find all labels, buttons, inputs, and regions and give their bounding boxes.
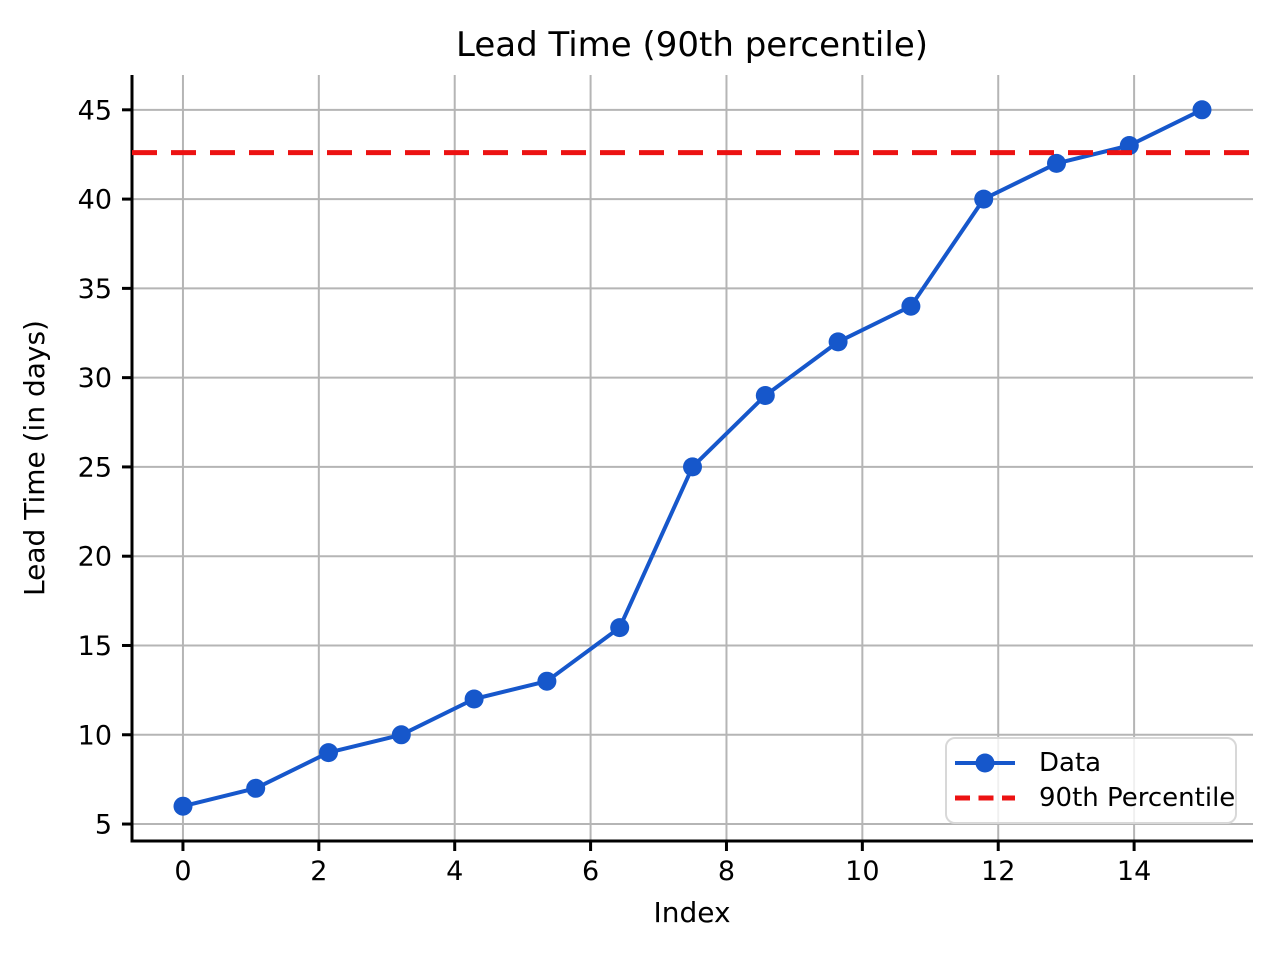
series-layer (132, 100, 1253, 816)
data-point-marker (683, 457, 702, 477)
data-point-marker (173, 796, 193, 816)
data-point-marker (537, 671, 557, 691)
y-axis-label: Lead Time (in days) (18, 320, 51, 596)
legend-label-percentile: 90th Percentile (1039, 783, 1236, 814)
data-point-marker (1192, 100, 1212, 120)
data-point-marker (464, 689, 484, 709)
data-point-marker (974, 189, 994, 209)
data-point-marker (319, 743, 338, 763)
y-tick-label: 20 (78, 542, 112, 573)
legend-label-data: Data (1039, 747, 1102, 778)
tick-layer: 0 2 4 6 8 10 12 14 5 10 15 20 25 30 35 40 45 (78, 95, 1152, 887)
x-axis-label: Index (653, 896, 730, 929)
data-point-marker (1047, 153, 1066, 173)
data-point-marker (246, 778, 266, 798)
legend-dashed-line-sample (955, 786, 1015, 810)
x-tick-label: 8 (718, 856, 735, 887)
legend-row-percentile: 90th Percentile (955, 781, 1235, 817)
data-point-marker (901, 296, 921, 316)
y-tick-label: 35 (78, 274, 112, 305)
data-series-swatch (955, 753, 1015, 773)
y-tick-label: 30 (78, 363, 112, 394)
chart-title: Lead Time (90th percentile) (456, 25, 928, 65)
x-tick-label: 14 (1117, 856, 1151, 887)
legend-row-data: Data (955, 745, 1225, 781)
data-point-marker (755, 386, 775, 405)
x-tick-label: 6 (582, 856, 599, 887)
x-tick-label: 2 (310, 856, 327, 887)
x-tick-label: 4 (446, 856, 463, 887)
legend: Data 90th Percentile (945, 737, 1237, 824)
x-tick-label: 12 (981, 856, 1015, 887)
data-point-marker (828, 332, 848, 352)
y-tick-label: 25 (78, 452, 112, 483)
y-tick-label: 45 (78, 95, 112, 126)
y-tick-label: 15 (78, 631, 112, 662)
x-tick-label: 10 (845, 856, 879, 887)
y-tick-label: 5 (95, 810, 112, 841)
legend-line-marker-sample (955, 751, 1015, 775)
y-tick-label: 10 (78, 720, 112, 751)
data-point-marker (391, 725, 411, 745)
percentile-line-swatch (955, 795, 1015, 801)
data-point-marker (610, 618, 630, 638)
y-tick-label: 40 (78, 185, 112, 216)
x-tick-label: 0 (174, 856, 191, 887)
